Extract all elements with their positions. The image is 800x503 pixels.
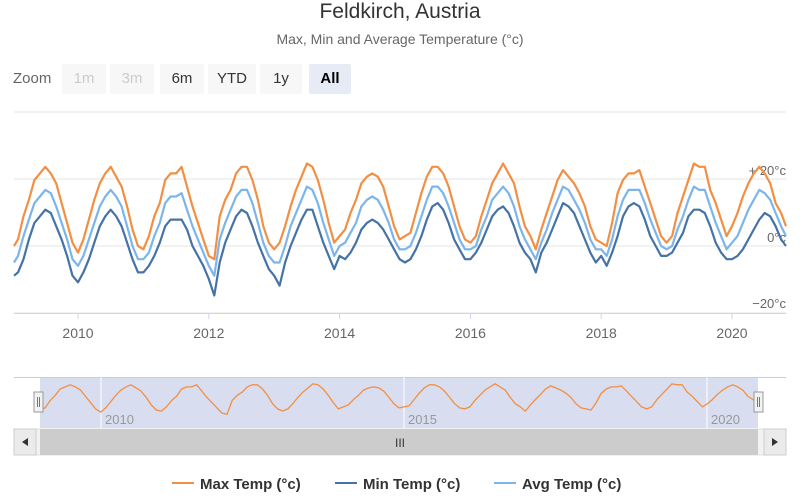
zoom-6m-button[interactable]: 6m (160, 64, 204, 94)
legend-label-min: Min Temp (°c) (363, 476, 461, 493)
navigator-selection-mask (40, 377, 758, 428)
zoom-all-button[interactable]: All (309, 64, 351, 94)
scroll-right-arrow-icon (772, 438, 778, 446)
legend-label-avg: Avg Temp (°c) (522, 476, 622, 493)
navigator-handle-right[interactable] (753, 391, 764, 413)
zoom-ytd-button[interactable]: YTD (208, 64, 256, 94)
navigator-tick-label: 2015 (408, 412, 437, 427)
legend-item-max[interactable]: Max Temp (°c) (172, 476, 301, 498)
series-line-max (13, 162, 788, 261)
navigator-series-line (39, 383, 759, 415)
x-tick-label: 2014 (324, 325, 355, 341)
legend-item-avg[interactable]: Avg Temp (°c) (494, 476, 621, 498)
y-tick-label: + 20°c (749, 163, 787, 178)
x-tick-label: 2016 (455, 325, 486, 341)
navigator-tick-label: 2010 (105, 412, 134, 427)
legend-item-min[interactable]: Min Temp (°c) (335, 476, 460, 498)
chart-title: Feldkirch, Austria (319, 0, 481, 23)
zoom-1y-button[interactable]: 1y (260, 64, 302, 94)
series-line-avg (13, 185, 787, 277)
zoom-1m-button[interactable]: 1m (62, 64, 106, 94)
navigator-handle-left[interactable] (33, 391, 44, 413)
x-tick-label: 2018 (586, 325, 617, 341)
x-tick-label: 2012 (193, 325, 224, 341)
x-tick-label: 2020 (716, 325, 747, 341)
legend-swatch-max (172, 482, 194, 485)
legend-label-max: Max Temp (°c) (200, 476, 301, 493)
chart-subtitle: Max, Min and Average Temperature (°c) (276, 31, 524, 47)
scroll-left-arrow-icon (22, 438, 28, 446)
x-tick-label: 2010 (62, 325, 93, 341)
zoom-3m-button[interactable]: 3m (110, 64, 154, 94)
y-tick-label: −20°c (752, 296, 786, 311)
zoom-label: Zoom (13, 70, 52, 87)
legend-swatch-min (335, 482, 357, 485)
scrollbar-grip: III (395, 436, 405, 450)
series-line-min (13, 202, 787, 297)
legend-swatch-avg (494, 482, 516, 485)
navigator-tick-label: 2020 (711, 412, 740, 427)
scrollbar-thumb[interactable] (40, 429, 758, 455)
